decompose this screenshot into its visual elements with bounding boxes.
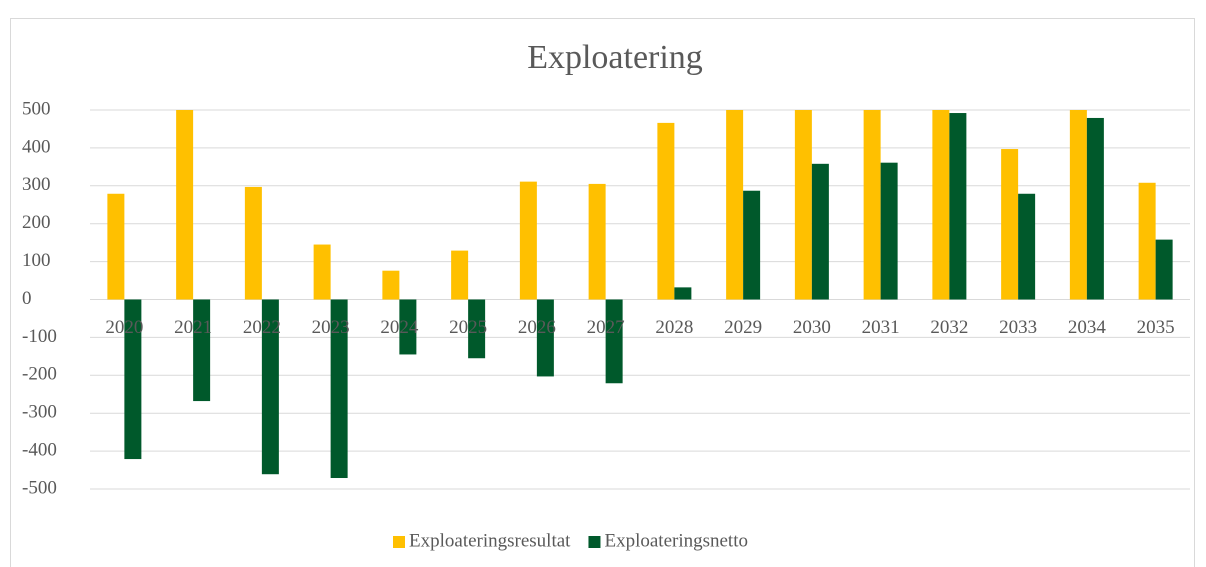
legend-label: Exploateringsnetto bbox=[604, 530, 748, 551]
bar bbox=[244, 186, 262, 300]
bar bbox=[124, 299, 142, 460]
x-tick-label: 2026 bbox=[518, 317, 556, 338]
x-tick-label: 2021 bbox=[174, 317, 212, 338]
x-tick-label: 2031 bbox=[862, 317, 900, 338]
x-tick-label: 2023 bbox=[312, 317, 350, 338]
x-tick-label: 2034 bbox=[1068, 317, 1107, 338]
y-tick-label: 200 bbox=[22, 212, 51, 233]
y-tick-label: 300 bbox=[22, 174, 51, 195]
bar bbox=[536, 299, 554, 377]
y-tick-label: -400 bbox=[22, 439, 57, 460]
bar bbox=[1155, 239, 1173, 300]
bar bbox=[811, 163, 829, 300]
bar bbox=[261, 299, 279, 475]
bar bbox=[674, 287, 692, 300]
y-tick-label: 0 bbox=[22, 288, 32, 309]
bar bbox=[743, 190, 761, 300]
bar bbox=[382, 270, 400, 300]
bar bbox=[932, 110, 950, 300]
bar bbox=[726, 110, 744, 300]
y-tick-label: 500 bbox=[22, 98, 51, 119]
x-tick-label: 2032 bbox=[930, 317, 968, 338]
bar bbox=[519, 181, 537, 300]
chart-title: Exploatering bbox=[527, 39, 703, 76]
x-tick-label: 2022 bbox=[243, 317, 281, 338]
legend-swatch bbox=[393, 536, 405, 548]
bar bbox=[1001, 149, 1019, 300]
bar bbox=[468, 299, 486, 359]
bar bbox=[193, 299, 211, 402]
x-tick-label: 2020 bbox=[105, 317, 143, 338]
bar bbox=[657, 122, 675, 300]
bar bbox=[880, 162, 898, 300]
bar bbox=[605, 299, 623, 384]
x-tick-label: 2033 bbox=[999, 317, 1037, 338]
bar bbox=[176, 110, 194, 300]
bar bbox=[313, 244, 331, 300]
y-tick-label: 100 bbox=[22, 250, 51, 271]
x-tick-label: 2025 bbox=[449, 317, 487, 338]
legend-swatch bbox=[588, 536, 601, 548]
bar bbox=[1086, 117, 1104, 300]
x-tick-label: 2030 bbox=[793, 317, 831, 338]
y-tick-label: 400 bbox=[22, 136, 51, 157]
legend-label: Exploateringsresultat bbox=[409, 530, 571, 551]
y-tick-label: -300 bbox=[22, 402, 57, 423]
bar bbox=[949, 113, 967, 300]
x-tick-label: 2027 bbox=[587, 317, 625, 338]
bar bbox=[107, 193, 125, 300]
y-tick-label: -200 bbox=[22, 364, 57, 385]
y-tick-label: -500 bbox=[22, 477, 57, 498]
y-tick-label: -100 bbox=[22, 326, 57, 347]
bar bbox=[863, 110, 881, 300]
x-tick-label: 2029 bbox=[724, 317, 762, 338]
bar bbox=[794, 110, 812, 300]
bar bbox=[1018, 193, 1036, 300]
bar bbox=[451, 250, 469, 300]
bar bbox=[330, 299, 348, 479]
x-tick-label: 2024 bbox=[380, 317, 419, 338]
bar bbox=[588, 183, 606, 300]
x-tick-label: 2035 bbox=[1137, 317, 1175, 338]
bar bbox=[399, 299, 417, 355]
bar bbox=[1138, 182, 1156, 300]
x-tick-label: 2028 bbox=[655, 317, 693, 338]
bar bbox=[1069, 110, 1087, 300]
